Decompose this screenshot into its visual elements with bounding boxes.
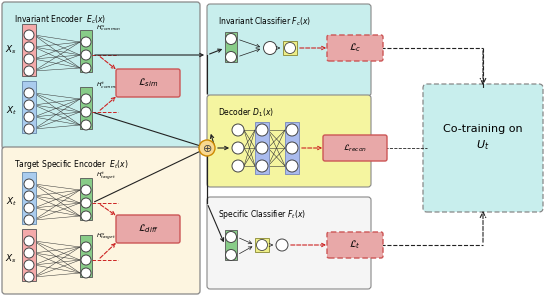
Text: Specific Classifier $F_t(x)$: Specific Classifier $F_t(x)$ <box>218 208 306 221</box>
FancyBboxPatch shape <box>116 215 180 243</box>
Circle shape <box>81 198 91 208</box>
Circle shape <box>256 142 268 154</box>
Text: $H^s_{target}$: $H^s_{target}$ <box>96 231 116 242</box>
Bar <box>285 122 299 174</box>
Bar <box>80 235 92 277</box>
Circle shape <box>286 142 298 154</box>
FancyBboxPatch shape <box>207 4 371 96</box>
Circle shape <box>24 30 34 40</box>
Text: Decoder $D_1(x)$: Decoder $D_1(x)$ <box>218 106 274 118</box>
Text: $\mathcal{L}_{sim}$: $\mathcal{L}_{sim}$ <box>138 77 158 89</box>
Text: Target Specific Encoder  $E_t(x)$: Target Specific Encoder $E_t(x)$ <box>14 158 128 171</box>
Circle shape <box>81 94 91 104</box>
Circle shape <box>225 231 236 242</box>
Circle shape <box>232 142 244 154</box>
Circle shape <box>286 124 298 136</box>
Circle shape <box>24 124 34 134</box>
Text: $H^t_{target}$: $H^t_{target}$ <box>96 170 116 182</box>
Bar <box>255 238 269 252</box>
Circle shape <box>257 239 268 250</box>
Circle shape <box>24 66 34 76</box>
Circle shape <box>264 41 276 54</box>
Circle shape <box>284 43 295 54</box>
Bar <box>22 229 36 281</box>
Circle shape <box>24 191 34 201</box>
Text: Invariant Classifier $F_c(x)$: Invariant Classifier $F_c(x)$ <box>218 15 311 28</box>
Bar <box>80 87 92 129</box>
Circle shape <box>81 120 91 130</box>
Text: $X_t$: $X_t$ <box>6 105 17 117</box>
Bar <box>22 81 36 133</box>
Circle shape <box>232 160 244 172</box>
Text: Co-training on
$U_t$: Co-training on $U_t$ <box>443 124 523 152</box>
Circle shape <box>81 107 91 117</box>
FancyBboxPatch shape <box>327 232 383 258</box>
FancyBboxPatch shape <box>2 2 200 149</box>
Text: $X_s$: $X_s$ <box>5 253 17 265</box>
Bar <box>80 30 92 72</box>
Circle shape <box>81 242 91 252</box>
Circle shape <box>24 88 34 98</box>
Text: $\mathcal{L}_c$: $\mathcal{L}_c$ <box>349 42 361 54</box>
Text: $H^t_{common}$: $H^t_{common}$ <box>96 81 121 91</box>
Text: Invariant Encoder  $E_c(x)$: Invariant Encoder $E_c(x)$ <box>14 13 106 25</box>
Circle shape <box>24 248 34 258</box>
Bar <box>22 172 36 224</box>
Text: $X_t$: $X_t$ <box>6 196 17 208</box>
Circle shape <box>81 50 91 60</box>
Circle shape <box>24 179 34 189</box>
Circle shape <box>24 203 34 213</box>
Circle shape <box>81 185 91 195</box>
Bar <box>225 32 237 62</box>
Circle shape <box>232 124 244 136</box>
FancyBboxPatch shape <box>2 147 200 294</box>
Circle shape <box>24 236 34 246</box>
Circle shape <box>24 54 34 64</box>
Circle shape <box>256 160 268 172</box>
Circle shape <box>81 255 91 265</box>
Circle shape <box>81 63 91 73</box>
Bar <box>80 178 92 220</box>
Circle shape <box>225 250 236 260</box>
Bar <box>255 122 269 174</box>
Text: $X_s$: $X_s$ <box>5 44 17 56</box>
Circle shape <box>225 52 236 62</box>
Bar <box>225 230 237 260</box>
FancyBboxPatch shape <box>207 197 371 289</box>
Text: $H^s_{common}$: $H^s_{common}$ <box>96 23 121 33</box>
Circle shape <box>81 211 91 221</box>
Text: $\mathcal{L}_t$: $\mathcal{L}_t$ <box>349 239 361 251</box>
Circle shape <box>24 272 34 282</box>
FancyBboxPatch shape <box>327 35 383 61</box>
FancyBboxPatch shape <box>116 69 180 97</box>
Circle shape <box>276 239 288 251</box>
FancyBboxPatch shape <box>207 95 371 187</box>
Circle shape <box>81 268 91 278</box>
Circle shape <box>199 140 215 156</box>
Circle shape <box>24 260 34 270</box>
Bar <box>283 41 297 55</box>
Circle shape <box>24 42 34 52</box>
Text: $\mathcal{L}_{diff}$: $\mathcal{L}_{diff}$ <box>138 223 158 235</box>
Circle shape <box>256 124 268 136</box>
Bar <box>22 24 36 76</box>
Circle shape <box>286 160 298 172</box>
Circle shape <box>81 37 91 47</box>
Text: $\mathcal{L}_{recon}$: $\mathcal{L}_{recon}$ <box>343 142 367 154</box>
Text: $\oplus$: $\oplus$ <box>202 142 212 154</box>
Circle shape <box>24 112 34 122</box>
FancyBboxPatch shape <box>423 84 543 212</box>
Circle shape <box>24 100 34 110</box>
Circle shape <box>225 33 236 44</box>
Circle shape <box>24 215 34 225</box>
FancyBboxPatch shape <box>323 135 387 161</box>
